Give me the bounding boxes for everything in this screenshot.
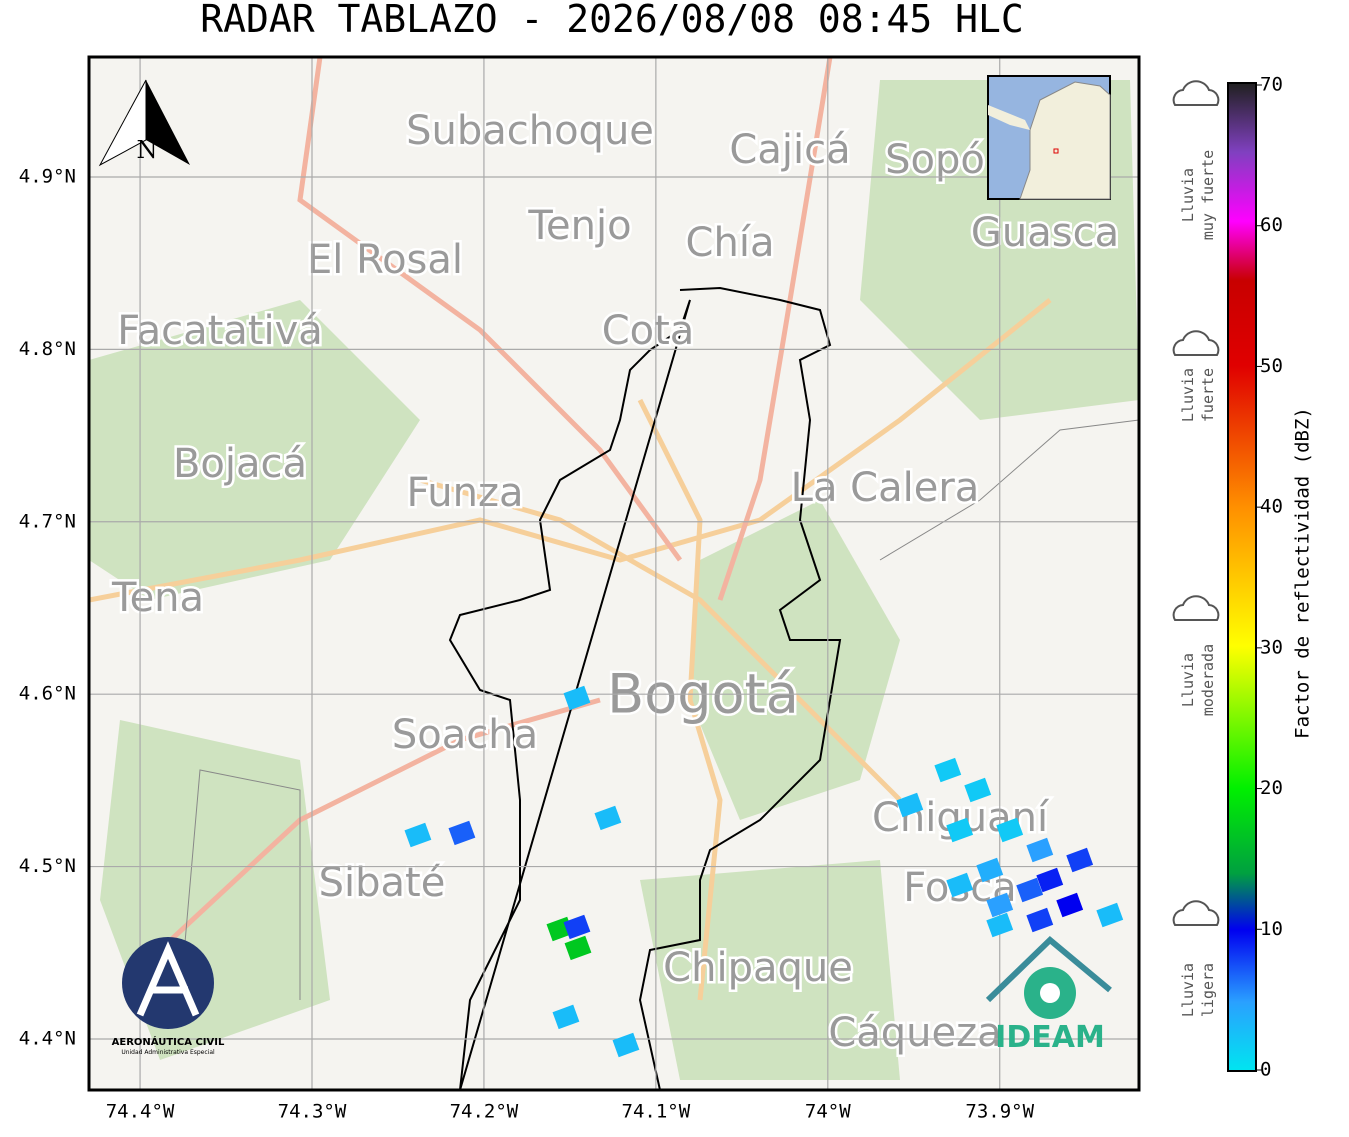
inset-map	[987, 75, 1111, 200]
ideam-logo: IDEAM	[985, 935, 1112, 1055]
radar-echo	[964, 777, 992, 803]
place-label: Cáqueza	[828, 1010, 1001, 1056]
intensity-label: Lluvia	[1179, 653, 1197, 707]
place-label: Guasca	[971, 210, 1119, 256]
radar-echo	[1096, 902, 1124, 928]
radar-echo	[564, 935, 592, 961]
intensity-label: muy fuerte	[1199, 150, 1217, 240]
x-tick-label: 74.4°W	[106, 1101, 175, 1123]
colorbar-tick-label: 0	[1260, 1059, 1271, 1081]
y-tick-label: 4.8°N	[19, 338, 76, 360]
intensity-label: moderada	[1199, 644, 1217, 716]
radar-echo	[986, 912, 1014, 938]
place-label: Funza	[406, 470, 523, 516]
north-arrow: N	[98, 79, 190, 167]
cloud-icon	[1172, 330, 1220, 356]
colorbar-tick-label: 10	[1260, 918, 1283, 940]
x-tick-label: 74.1°W	[622, 1101, 691, 1123]
x-tick-label: 74.3°W	[278, 1101, 347, 1123]
intensity-label: Lluvia	[1179, 168, 1197, 222]
radar-echo	[404, 822, 432, 848]
radar-echo	[976, 857, 1004, 883]
radar-echo	[946, 817, 974, 843]
radar-echo	[986, 892, 1014, 918]
place-label: Chía	[686, 220, 775, 266]
place-label: Sopó	[885, 137, 985, 183]
place-label: Bojacá	[173, 441, 307, 487]
basemap	[89, 57, 1139, 1090]
radar-echo	[1026, 837, 1054, 863]
y-tick-label: 4.7°N	[19, 510, 76, 532]
north-label: N	[137, 136, 158, 164]
cloud-icon	[1172, 595, 1220, 621]
colorbar-tick-label: 70	[1260, 74, 1283, 96]
aerocivil-text: AERONÁUTICA CIVIL	[112, 1035, 225, 1048]
place-label: Subachoque	[406, 108, 654, 154]
x-tick-label: 74.2°W	[450, 1101, 519, 1123]
radar-echo	[1016, 877, 1044, 903]
colorbar-tick-label: 50	[1260, 355, 1283, 377]
radar-echo	[612, 1032, 640, 1058]
colorbar-label: Factor de reflectividad (dBZ)	[1292, 407, 1314, 739]
place-label: Cajicá	[729, 127, 850, 173]
title: RADAR TABLAZO - 2026/08/08 08:45 HLC	[200, 0, 1024, 41]
y-tick-label: 4.5°N	[19, 855, 76, 877]
place-label: Cota	[602, 308, 695, 354]
intensity-label: Lluvia	[1179, 963, 1197, 1017]
radar-echo	[552, 1004, 580, 1030]
radar-echo	[934, 757, 962, 783]
colorbar-tick-label: 40	[1260, 496, 1283, 518]
place-label: Facatativá	[117, 308, 323, 354]
place-label: Tena	[111, 575, 204, 621]
radar-echo	[1056, 892, 1084, 918]
x-tick-label: 73.9°W	[965, 1101, 1034, 1123]
cloud-icon	[1172, 80, 1220, 106]
place-label: Soacha	[392, 712, 538, 758]
place-label: Chipaque	[663, 945, 853, 991]
colorbar-tick-label: 60	[1260, 214, 1283, 236]
place-label: Tenjo	[527, 203, 631, 249]
radar-echo	[1066, 847, 1094, 873]
radar-echo	[448, 820, 476, 846]
aerocivil-logo: AERONÁUTICA CIVIL Unidad Administrativa …	[112, 937, 225, 1056]
place-label: El Rosal	[307, 237, 463, 283]
radar-echo	[1026, 907, 1054, 933]
colorbar-tick-label: 20	[1260, 777, 1283, 799]
radar-echo	[563, 914, 591, 940]
radar-echo	[996, 817, 1024, 843]
intensity-label: Lluvia	[1179, 368, 1197, 422]
radar-echo	[946, 872, 974, 898]
colorbar	[1227, 82, 1257, 1072]
aerocivil-sub: Unidad Administrativa Especial	[121, 1049, 215, 1056]
radar-echo	[1036, 867, 1064, 893]
radar-echo	[563, 685, 591, 711]
x-tick-label: 74°W	[805, 1101, 851, 1123]
colorbar-tick-label: 30	[1260, 636, 1283, 658]
radar-echo	[594, 805, 622, 831]
ideam-text: IDEAM	[995, 1020, 1105, 1055]
cloud-icon	[1172, 900, 1220, 926]
intensity-label: fuerte	[1199, 368, 1217, 422]
intensity-label: ligera	[1199, 963, 1217, 1017]
radar-echo	[896, 792, 924, 818]
y-tick-label: 4.4°N	[19, 1027, 76, 1049]
y-tick-label: 4.6°N	[19, 683, 76, 705]
place-label: La Calera	[791, 465, 980, 511]
y-tick-label: 4.9°N	[19, 165, 76, 187]
map-frame	[87, 55, 1141, 1092]
